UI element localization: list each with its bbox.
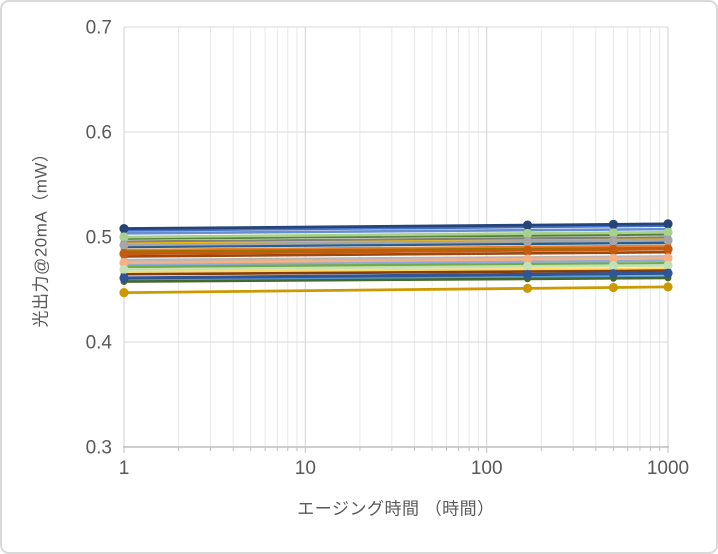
series-line [122,244,670,252]
series-line [122,275,670,282]
data-point-marker [522,245,533,255]
series-line [122,230,670,239]
data-point-marker [608,269,619,279]
y-tick-label: 0.6 [86,123,112,144]
data-point-marker [119,232,129,242]
data-point-marker [663,244,673,254]
data-point-marker [522,269,533,280]
y-axis-title: 光出力@20mA（mW） [31,144,51,328]
data-point-marker [608,219,619,229]
data-point-marker [663,260,673,270]
y-tick-label: 0.5 [86,228,112,249]
series-line [122,267,670,274]
data-point-marker [119,249,129,259]
data-point-marker [522,261,533,271]
series-line [122,269,670,276]
y-tick-label: 0.7 [86,18,112,39]
series-line [122,223,670,232]
series-line [122,236,670,244]
data-point-marker [608,228,619,238]
data-point-marker [608,253,619,264]
series-line [122,227,670,235]
y-tick-label: 0.3 [86,438,112,459]
data-point-marker [522,228,533,239]
data-point-marker [522,283,533,293]
series-line [122,261,670,269]
data-point-marker [608,282,619,293]
series-line [122,250,670,258]
data-point-marker [119,264,129,275]
series-line [122,271,670,280]
series-line [122,241,670,249]
data-point-marker [119,240,129,250]
series-line [122,256,670,265]
series-line [122,276,670,283]
data-point-marker [663,253,673,263]
data-point-marker [663,219,673,229]
series-line [122,238,670,247]
data-point-marker [663,227,673,237]
data-point-marker [608,261,619,271]
data-point-marker [522,254,533,264]
series-line [122,222,670,231]
data-point-marker [663,282,673,292]
series-line [122,285,670,295]
y-tick-label: 0.4 [86,333,113,354]
series-line [122,263,670,271]
x-tick-label: 1 [119,458,130,479]
series-line [122,259,670,267]
data-point-marker [608,236,619,246]
data-point-marker [522,220,533,230]
x-axis-title: エージング時間 （時間） [297,499,495,519]
x-tick-label: 100 [471,458,503,479]
data-point-marker [119,288,129,298]
x-tick-label: 10 [295,458,316,479]
data-point-marker [119,224,129,234]
series-line [122,247,670,256]
data-point-marker [522,236,533,247]
data-point-marker [119,273,129,283]
series-line [122,233,670,240]
data-point-marker [119,258,129,268]
data-point-marker [663,235,673,245]
series-line [122,255,670,262]
x-tick-label: 1000 [647,458,689,479]
data-point-marker [608,245,619,255]
data-point-marker [663,268,673,278]
